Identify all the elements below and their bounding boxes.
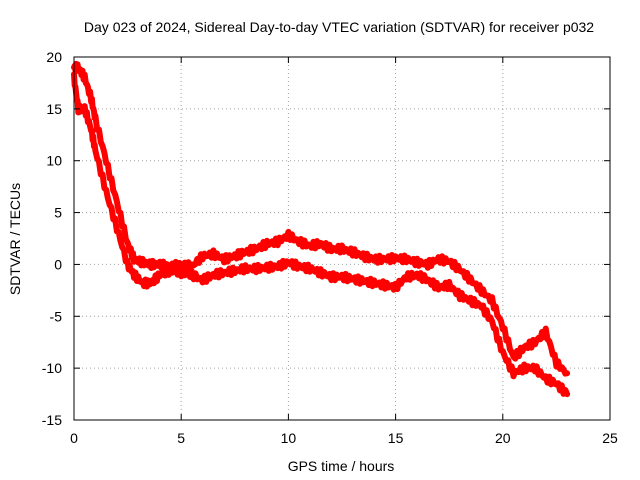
plot-frame (73, 56, 611, 421)
x-axis-label: GPS time / hours (288, 458, 395, 474)
series-line-2 (71, 71, 571, 398)
y-tick-label: -15 (42, 412, 62, 428)
x-tick-label: 20 (495, 430, 511, 446)
chart-title: Day 023 of 2024, Sidereal Day-to-day VTE… (84, 19, 594, 35)
y-tick-label: 0 (54, 256, 62, 272)
axis-ticks: 0 5 10 15 20 25 -15 -10 -5 0 5 10 15 20 (42, 49, 618, 446)
x-tick-label: 15 (388, 430, 404, 446)
x-tick-label: 10 (281, 430, 297, 446)
y-tick-label: 20 (46, 49, 62, 65)
series-line-1 (71, 60, 571, 377)
x-tick-label: 0 (70, 430, 78, 446)
y-tick-label: -5 (50, 308, 63, 324)
y-tick-label: -10 (42, 360, 62, 376)
series-layer (71, 60, 571, 398)
y-tick-label: 5 (54, 205, 62, 221)
x-tick-label: 5 (177, 430, 185, 446)
y-axis-label: SDTVAR / TECUs (7, 183, 23, 295)
y-tick-label: 10 (46, 153, 62, 169)
x-tick-label: 25 (602, 430, 618, 446)
y-tick-label: 15 (46, 101, 62, 117)
gridlines (74, 57, 610, 420)
